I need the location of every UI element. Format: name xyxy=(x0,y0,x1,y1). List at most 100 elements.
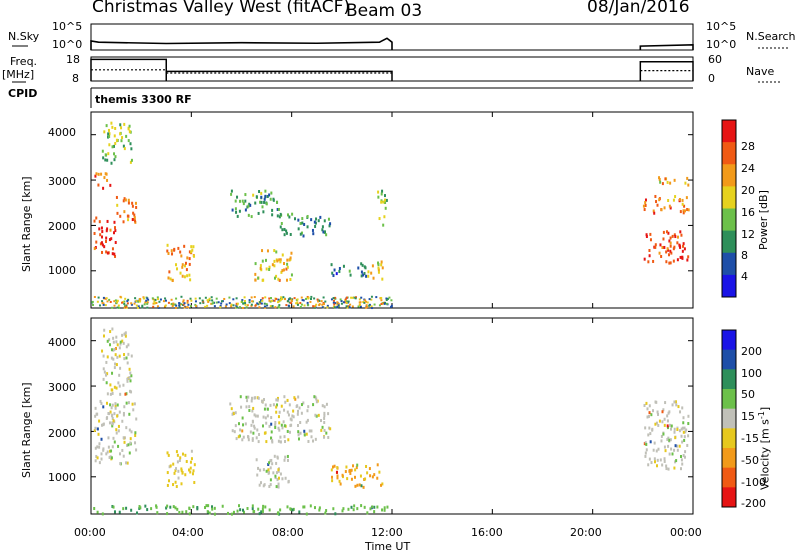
power-cell xyxy=(339,298,342,301)
power-cell xyxy=(333,268,336,272)
power-cell xyxy=(180,303,183,306)
velocity-cell xyxy=(332,507,335,511)
power-cell xyxy=(119,214,122,218)
power-cell xyxy=(290,298,293,301)
xtick-3: 12:00 xyxy=(371,526,403,539)
velocity-cell xyxy=(366,511,369,515)
velocity-cell xyxy=(292,507,295,511)
velocity-cell xyxy=(107,412,110,416)
power-cell xyxy=(223,297,226,300)
velocity-cell xyxy=(687,434,690,438)
power-cell xyxy=(385,297,388,300)
velocity-cell xyxy=(666,424,669,428)
power-cell xyxy=(251,300,254,303)
power-cell xyxy=(112,144,115,148)
velocity-cell xyxy=(112,505,115,509)
power-cell xyxy=(345,305,348,308)
velocity-cell xyxy=(648,404,651,408)
velocity-cell xyxy=(645,401,648,405)
velocity-cell xyxy=(661,410,664,414)
velocity-cell xyxy=(128,367,131,371)
power-cell xyxy=(288,215,291,219)
velocity-cell xyxy=(673,400,676,404)
power-cell xyxy=(681,256,684,260)
velocity-cell xyxy=(118,373,121,377)
power-cell xyxy=(283,233,286,237)
power-cell xyxy=(106,178,109,182)
power-cbar-tick-8: 8 xyxy=(741,249,748,262)
power-cell xyxy=(235,297,238,300)
velocity-cell xyxy=(655,449,658,453)
power-cell xyxy=(123,210,126,214)
power-cell xyxy=(385,198,388,202)
velocity-cell xyxy=(167,453,170,457)
power-cell xyxy=(268,193,271,197)
power-cell xyxy=(144,301,147,304)
power-cell xyxy=(113,300,116,303)
power-cell xyxy=(259,302,262,305)
velocity-cell xyxy=(373,505,376,509)
power-cell xyxy=(282,296,285,299)
velocity-cell xyxy=(270,436,273,440)
velocity-cell xyxy=(305,512,308,516)
velocity-cell xyxy=(286,454,289,458)
velocity-cell xyxy=(272,403,275,407)
velocity-cell xyxy=(682,421,685,425)
power-cell xyxy=(642,204,645,208)
power-cell xyxy=(121,136,124,140)
velocity-cell xyxy=(663,417,666,421)
power-cell xyxy=(159,298,162,301)
velocity-cell xyxy=(274,421,277,425)
power-cell xyxy=(107,128,110,132)
velocity-cell xyxy=(366,471,369,475)
velocity-cell xyxy=(109,343,112,347)
velocity-cell xyxy=(169,505,172,509)
velocity-cell xyxy=(234,411,237,415)
power-cell xyxy=(294,217,297,221)
velocity-cell xyxy=(644,454,647,458)
power-cell xyxy=(385,302,388,305)
power-cell xyxy=(323,303,326,306)
power-cell xyxy=(167,301,170,304)
power-cell xyxy=(390,305,393,308)
power-cell xyxy=(104,153,107,157)
velocity-cell xyxy=(673,427,676,431)
velocity-cell xyxy=(271,438,274,442)
velocity-cell xyxy=(102,377,105,381)
vel-cbar-label-end: ] xyxy=(758,406,772,412)
power-cell xyxy=(313,297,316,300)
velocity-cell xyxy=(277,415,280,419)
power-cell xyxy=(266,249,269,253)
velocity-cell xyxy=(350,505,353,509)
velocity-cell xyxy=(365,464,368,468)
power-cell xyxy=(659,180,662,184)
velocity-cell xyxy=(111,327,114,331)
velocity-cell xyxy=(165,506,168,510)
power-cell xyxy=(257,276,260,280)
velocity-cell xyxy=(657,412,660,416)
power-cell xyxy=(255,195,258,199)
velocity-cell xyxy=(190,457,193,461)
power-cell xyxy=(113,252,116,256)
power-cell xyxy=(645,235,648,239)
power-colorbar-frame xyxy=(721,119,737,298)
velocity-cell xyxy=(345,465,348,469)
velocity-cell xyxy=(239,428,242,432)
velocity-cell xyxy=(242,510,245,514)
power-cell xyxy=(360,296,363,299)
power-cell xyxy=(101,250,104,254)
power-cell xyxy=(143,303,146,306)
velocity-cell xyxy=(125,392,128,396)
velocity-cell xyxy=(115,335,118,339)
velocity-cell xyxy=(238,434,241,438)
power-cell xyxy=(372,276,375,280)
velocity-cell xyxy=(117,429,120,433)
velocity-cell xyxy=(111,414,114,418)
power-cell xyxy=(669,236,672,240)
power-cell xyxy=(249,203,252,207)
power-cell xyxy=(235,210,238,214)
date-label: 08/Jan/2016 xyxy=(587,0,690,17)
power-cell xyxy=(678,243,681,247)
power-cell xyxy=(125,306,128,309)
power-cell xyxy=(277,207,280,211)
